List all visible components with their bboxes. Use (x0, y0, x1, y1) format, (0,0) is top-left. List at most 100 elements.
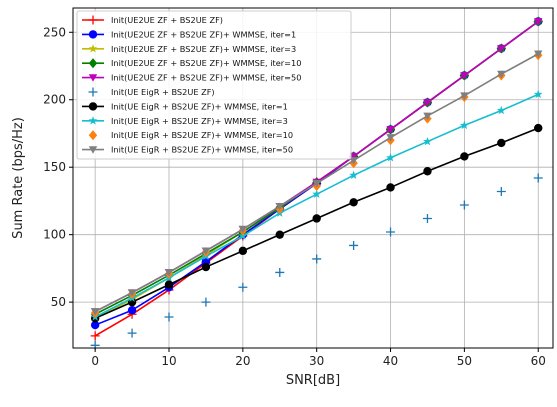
data-point (349, 157, 358, 165)
legend-label: Init(UE EigR + BS2UE ZF)+ WMMSE, iter=1 (111, 101, 288, 111)
legend-marker (88, 87, 98, 97)
data-point (275, 230, 284, 239)
y-tick-label: 50 (51, 295, 66, 309)
y-tick-label: 150 (43, 160, 66, 174)
y-axis-label: Sum Rate (bps/Hz) (11, 117, 26, 239)
data-point (312, 214, 321, 223)
data-point (460, 72, 469, 80)
x-tick-label: 10 (161, 354, 176, 368)
data-point (496, 186, 506, 196)
data-point (238, 246, 248, 256)
data-point (386, 183, 395, 192)
legend-marker (88, 146, 98, 154)
x-tick-label: 50 (457, 354, 472, 368)
y-tick-label: 200 (43, 93, 66, 107)
series-6 (90, 173, 543, 350)
data-point (164, 280, 174, 289)
data-point (460, 152, 469, 161)
legend-item: Init(UE2UE ZF + BS2UE ZF)+ WMMSE, iter=1… (82, 58, 301, 69)
legend-marker (88, 44, 98, 53)
y-tick-label: 100 (43, 228, 66, 242)
data-point (349, 170, 359, 180)
legend-item: Init(UE EigR + BS2UE ZF) (88, 87, 215, 97)
legend-marker (88, 130, 98, 141)
data-point (201, 247, 211, 256)
data-point (533, 89, 543, 99)
data-point (312, 189, 322, 198)
data-point (533, 173, 543, 183)
ticks: 0 10 20 30 40 50 60 50 100 150 200 250 (43, 25, 546, 368)
legend-item: Init(UE2UE ZF + BS2UE ZF)+ WMMSE, iter=3 (82, 44, 296, 54)
data-point (349, 153, 358, 161)
x-tick-label: 0 (91, 354, 99, 368)
legend-label: Init(UE2UE ZF + BS2UE ZF)+ WMMSE, iter=5… (111, 73, 301, 83)
legend-marker (88, 102, 98, 111)
x-tick-label: 60 (531, 354, 546, 368)
legend-marker (88, 74, 98, 82)
series-10 (90, 50, 543, 316)
plot-frame (72, 7, 554, 349)
data-point (423, 99, 432, 107)
data-point (423, 167, 432, 176)
data-point (386, 153, 395, 162)
data-point (127, 328, 137, 338)
data-point (534, 50, 543, 59)
data-point (534, 123, 543, 133)
data-point (423, 136, 432, 146)
data-point (201, 297, 211, 307)
series-layer (90, 16, 543, 350)
legend-label: Init(UE2UE ZF + BS2UE ZF)+ WMMSE, iter=3 (111, 44, 296, 54)
data-point (423, 112, 432, 121)
data-point (386, 134, 395, 142)
data-point (164, 269, 174, 277)
legend-marker (88, 58, 98, 69)
legend-marker (88, 15, 98, 25)
legend-item: Init(UE2UE ZF + BS2UE ZF)+ WMMSE, iter=1 (82, 29, 296, 39)
legend-label: Init(UE2UE ZF + BS2UE ZF)+ WMMSE, iter=1 (111, 29, 296, 39)
data-point (497, 138, 506, 148)
legend-label: Init(UE EigR + BS2UE ZF)+ WMMSE, iter=50 (111, 145, 293, 155)
data-point (496, 105, 506, 115)
data-point (349, 198, 358, 207)
data-point (497, 45, 506, 53)
data-point (127, 289, 137, 297)
legend-label: Init(UE EigR + BS2UE ZF) (111, 87, 215, 97)
y-tick-label: 250 (43, 25, 66, 39)
data-point (238, 225, 248, 234)
legend-label: Init(UE2UE ZF + BS2UE ZF) (111, 15, 223, 25)
legend-marker (88, 30, 98, 39)
data-point (459, 120, 469, 130)
legend-marker (88, 116, 98, 125)
x-tick-label: 30 (309, 354, 324, 368)
data-point (349, 240, 359, 250)
data-point (164, 312, 174, 322)
legend: Init(UE2UE ZF + BS2UE ZF) Init(UE2UE ZF +… (76, 10, 352, 160)
x-axis-label: SNR[dB] (286, 373, 340, 388)
legend-item: Init(UE EigR + BS2UE ZF)+ WMMSE, iter=3 (82, 116, 288, 126)
data-point (90, 308, 100, 316)
data-point (422, 213, 432, 223)
legend-label: Init(UE EigR + BS2UE ZF)+ WMMSE, iter=10 (111, 130, 293, 140)
data-point (312, 180, 321, 188)
legend-item: Init(UE2UE ZF + BS2UE ZF) (82, 15, 223, 25)
data-point (460, 92, 469, 100)
data-point (238, 282, 248, 292)
data-point (201, 262, 211, 272)
data-point (127, 306, 137, 315)
legend-box (76, 10, 352, 160)
data-point (497, 70, 506, 79)
x-tick-label: 20 (235, 354, 250, 368)
legend-item: Init(UE EigR + BS2UE ZF)+ WMMSE, iter=50 (82, 145, 293, 155)
data-point (275, 267, 285, 277)
data-point (459, 200, 469, 210)
legend-label: Init(UE EigR + BS2UE ZF)+ WMMSE, iter=3 (111, 116, 288, 126)
data-point (90, 320, 100, 330)
legend-item: Init(UE EigR + BS2UE ZF)+ WMMSE, iter=10 (88, 130, 293, 141)
x-tick-label: 40 (383, 354, 398, 368)
data-point (90, 331, 100, 341)
data-point (275, 202, 284, 211)
legend-label: Init(UE2UE ZF + BS2UE ZF)+ WMMSE, iter=1… (111, 58, 301, 68)
data-point (386, 227, 396, 237)
data-point (386, 126, 395, 134)
